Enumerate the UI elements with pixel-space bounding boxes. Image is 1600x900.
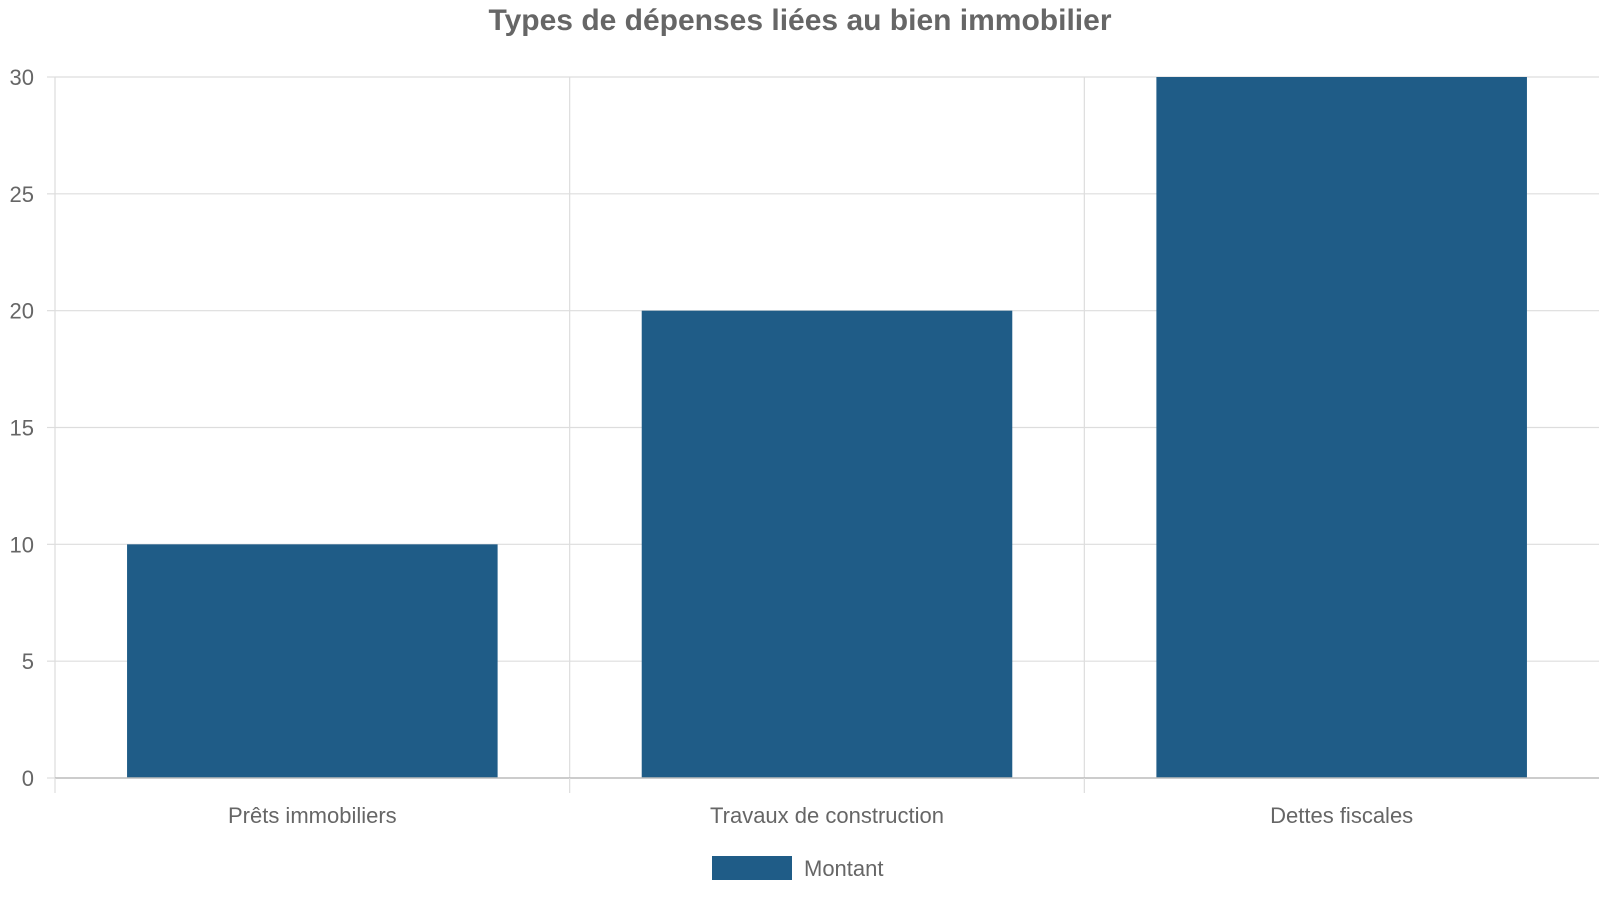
y-tick-label: 10 (10, 532, 34, 557)
y-tick-label: 0 (22, 766, 34, 791)
x-axis-ticks: Prêts immobiliers Travaux de construction… (228, 803, 1413, 828)
y-tick-label: 25 (10, 182, 34, 207)
y-axis-ticks: 0 5 10 15 20 25 30 (10, 65, 34, 791)
axes (47, 76, 1599, 793)
legend: Montant (712, 856, 884, 881)
x-tick-label: Dettes fiscales (1270, 803, 1413, 828)
bar (641, 310, 1013, 778)
x-tick-label: Travaux de construction (710, 803, 944, 828)
chart-title: Types de dépenses liées au bien immobili… (489, 4, 1112, 37)
legend-swatch (712, 856, 792, 880)
x-tick-label: Prêts immobiliers (228, 803, 397, 828)
bars (127, 77, 1527, 778)
legend-label: Montant (804, 856, 884, 881)
bar (127, 544, 498, 778)
y-tick-label: 30 (10, 65, 34, 90)
y-tick-label: 20 (10, 299, 34, 324)
y-tick-label: 15 (10, 416, 34, 441)
bar (1156, 77, 1527, 778)
y-tick-label: 5 (22, 649, 34, 674)
